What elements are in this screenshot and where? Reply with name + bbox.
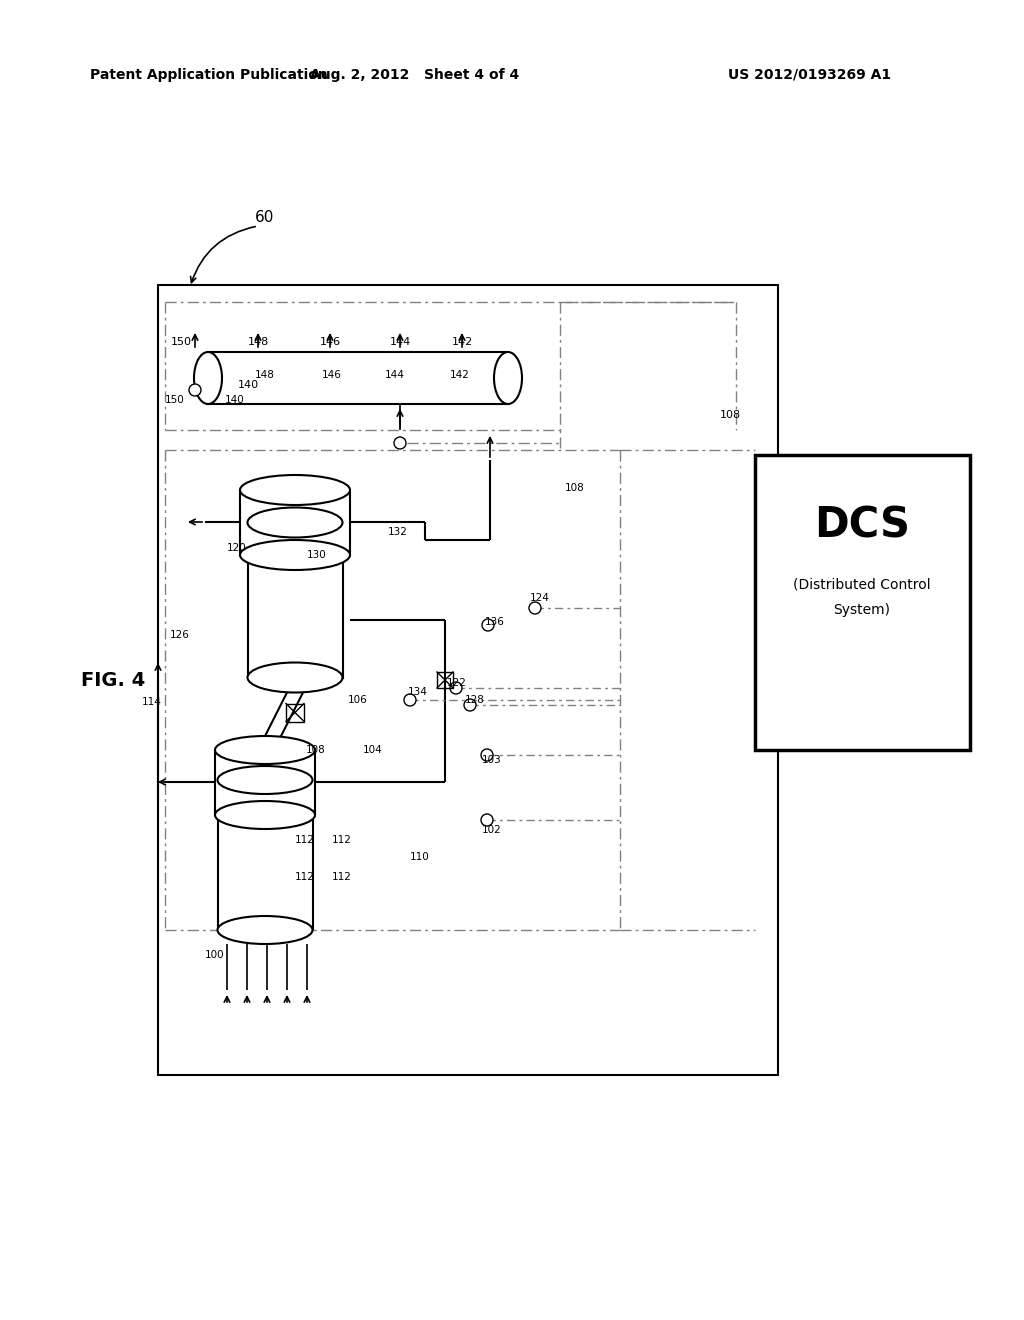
Ellipse shape xyxy=(194,352,222,404)
Text: 128: 128 xyxy=(465,696,485,705)
Text: 148: 148 xyxy=(255,370,274,380)
Ellipse shape xyxy=(248,507,342,537)
Circle shape xyxy=(481,814,493,826)
Circle shape xyxy=(404,694,416,706)
Text: 140: 140 xyxy=(238,380,259,389)
Text: 132: 132 xyxy=(388,527,408,537)
Bar xyxy=(437,672,453,688)
Text: DCS: DCS xyxy=(814,504,910,546)
Bar xyxy=(208,352,508,404)
Ellipse shape xyxy=(217,766,312,795)
Text: 126: 126 xyxy=(170,630,189,640)
Ellipse shape xyxy=(215,737,315,764)
Text: 150: 150 xyxy=(171,337,193,347)
Bar xyxy=(217,780,312,931)
Circle shape xyxy=(464,700,476,711)
Text: 146: 146 xyxy=(319,337,341,347)
Text: Aug. 2, 2012   Sheet 4 of 4: Aug. 2, 2012 Sheet 4 of 4 xyxy=(310,69,519,82)
Text: 136: 136 xyxy=(485,616,505,627)
Text: FIG. 4: FIG. 4 xyxy=(81,671,145,689)
Ellipse shape xyxy=(240,475,350,506)
Text: 100: 100 xyxy=(205,950,225,960)
Bar xyxy=(158,285,778,1074)
Ellipse shape xyxy=(215,801,315,829)
Text: 120: 120 xyxy=(227,543,247,553)
Text: 60: 60 xyxy=(255,210,274,226)
Text: Patent Application Publication: Patent Application Publication xyxy=(90,69,328,82)
Text: 112: 112 xyxy=(332,836,352,845)
Text: 124: 124 xyxy=(530,593,550,603)
Circle shape xyxy=(450,682,462,694)
Text: 112: 112 xyxy=(295,836,315,845)
Text: 144: 144 xyxy=(385,370,404,380)
Bar xyxy=(286,704,304,722)
Text: 110: 110 xyxy=(411,851,430,862)
Text: 122: 122 xyxy=(447,678,467,688)
Ellipse shape xyxy=(217,916,312,944)
Bar xyxy=(240,490,350,554)
Text: 106: 106 xyxy=(348,696,368,705)
Text: 130: 130 xyxy=(307,550,327,560)
Text: 146: 146 xyxy=(323,370,342,380)
Text: 112: 112 xyxy=(295,873,315,882)
Text: 150: 150 xyxy=(165,395,185,405)
Text: 114: 114 xyxy=(142,697,162,708)
Text: 142: 142 xyxy=(452,337,473,347)
Text: 144: 144 xyxy=(389,337,411,347)
Text: System): System) xyxy=(834,603,891,616)
Text: 142: 142 xyxy=(451,370,470,380)
Circle shape xyxy=(394,437,406,449)
Circle shape xyxy=(482,619,494,631)
Bar xyxy=(215,750,315,814)
Circle shape xyxy=(529,602,541,614)
Text: (Distributed Control: (Distributed Control xyxy=(794,578,931,591)
Text: 103: 103 xyxy=(482,755,502,766)
Text: 148: 148 xyxy=(248,337,268,347)
Circle shape xyxy=(481,748,493,762)
Ellipse shape xyxy=(240,540,350,570)
Text: 108: 108 xyxy=(306,744,326,755)
Text: US 2012/0193269 A1: US 2012/0193269 A1 xyxy=(728,69,892,82)
Text: 112: 112 xyxy=(332,873,352,882)
Text: 134: 134 xyxy=(408,686,428,697)
Circle shape xyxy=(189,384,201,396)
Text: 104: 104 xyxy=(364,744,383,755)
Text: 108: 108 xyxy=(565,483,585,492)
Bar xyxy=(755,455,970,750)
Text: 102: 102 xyxy=(482,825,502,836)
Text: 140: 140 xyxy=(225,395,245,405)
Ellipse shape xyxy=(494,352,522,404)
Bar xyxy=(248,523,342,677)
Ellipse shape xyxy=(248,663,342,693)
Text: 108: 108 xyxy=(720,411,741,420)
